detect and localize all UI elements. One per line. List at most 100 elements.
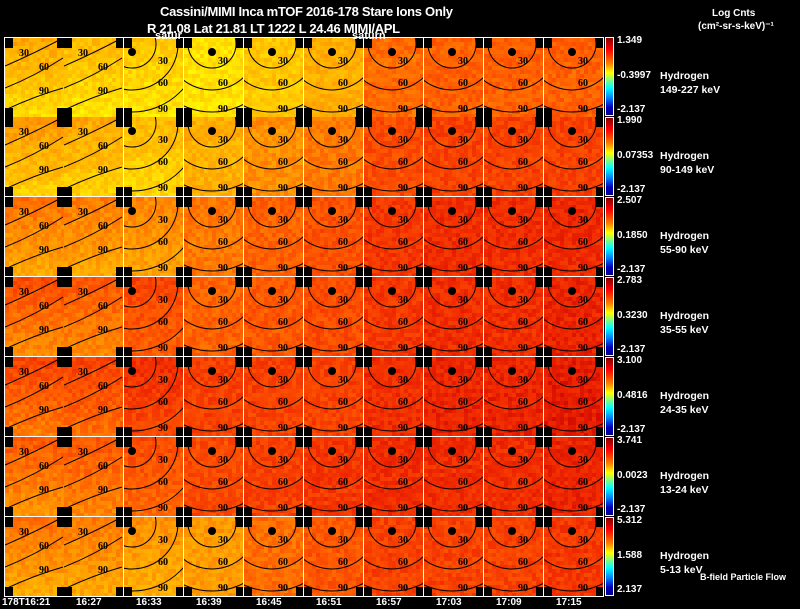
image-panel: 30 60 90 [364,277,424,357]
colorbar-max-label: 1.349 [617,35,642,46]
contour-label: 30 [278,535,288,546]
contour-label: 30 [338,56,348,67]
contour-label: 90 [458,263,468,274]
contour-label: 60 [398,78,408,89]
contour-label: 60 [98,301,108,312]
colorbar [605,517,614,596]
contour-label: 60 [158,317,168,328]
contour-label: 90 [158,423,168,434]
contour-label: 90 [39,86,49,97]
image-panel: 30 60 90 [544,117,604,197]
saturn-marker [268,207,276,215]
contour-label: 30 [458,375,468,386]
colorbar-mid-label: 1.588 [617,550,642,561]
contour-label: 90 [518,104,528,115]
colorbar-min-label: -2.137 [617,104,645,115]
time-tick-label: 16:33 [136,597,162,608]
contour-label: 90 [578,263,588,274]
saturn-marker [388,367,396,375]
contour-label: 60 [338,317,348,328]
contour-label: 60 [398,557,408,568]
contour-label: 60 [338,557,348,568]
contour-label: 30 [19,287,29,298]
colorbar [605,437,614,516]
image-panel: 30 60 90 [304,437,364,517]
contour-label: 30 [578,535,588,546]
colorbar-mid-label: -0.3997 [617,70,651,81]
contour-label: 30 [338,535,348,546]
contour-label: 30 [19,367,29,378]
saturn-marker [208,207,216,215]
contour-label: 90 [578,503,588,514]
contour-label: 90 [398,263,408,274]
image-panel: 30 60 90 [124,437,184,517]
image-panel: 30 60 90 [544,357,604,437]
contour-label: 90 [39,485,49,496]
image-panel: 30 60 90 [364,197,424,277]
saturn-marker [268,527,276,535]
species-label: Hydrogen [660,309,709,323]
image-panel: 30 60 90 [64,517,124,597]
colorbar-max-label: 5.312 [617,515,642,526]
saturn-marker [208,287,216,295]
contour-label: 60 [39,541,49,552]
contour-label: 90 [518,263,528,274]
contour-label: 90 [39,325,49,336]
contour-label: 60 [98,381,108,392]
contour-label: 60 [218,317,228,328]
contour-label: 60 [158,237,168,248]
image-panel: 30 60 90 [424,197,484,277]
contour-label: 60 [39,141,49,152]
contour-label: 30 [458,215,468,226]
image-panel: 30 60 90 [424,437,484,517]
contour-label: 90 [338,263,348,274]
saturn-marker [568,48,576,56]
saturn-marker [128,367,136,375]
image-panel: 30 60 90 [124,357,184,437]
image-panel: 30 60 90 [364,357,424,437]
contour-label: 90 [518,183,528,194]
contour-label: 60 [458,557,468,568]
contour-label: 30 [158,535,168,546]
saturn-marker [448,527,456,535]
contour-label: 60 [98,221,108,232]
saturn-marker [268,287,276,295]
contour-label: 30 [278,295,288,306]
energy-range-label: 5-13 keV [660,563,703,577]
contour-label: 30 [518,295,528,306]
contour-label: 90 [578,343,588,354]
saturn-marker [268,447,276,455]
image-panel: 30 60 90 [424,37,484,118]
contour-label: 60 [218,557,228,568]
time-tick-label: 17:15 [556,597,582,608]
image-panel: 30 60 90 [244,197,304,277]
contour-label: 30 [218,135,228,146]
saturn-marker [328,287,336,295]
contour-label: 60 [458,237,468,248]
contour-label: 90 [98,86,108,97]
contour-label: 60 [398,157,408,168]
image-panel: 30 60 90 [184,517,244,597]
image-panel: 30 60 90 [64,357,124,437]
contour-label: 90 [398,583,408,594]
contour-label: 30 [158,56,168,67]
saturn-marker [508,527,516,535]
contour-label: 90 [278,263,288,274]
image-panel: 30 60 90 [124,517,184,597]
contour-label: 90 [218,503,228,514]
saturn-marker [448,367,456,375]
contour-label: 30 [78,127,88,138]
contour-label: 60 [278,317,288,328]
saturn-marker [328,447,336,455]
image-panel: 30 60 90 [124,277,184,357]
image-panel: 30 60 90 [4,277,65,357]
saturn-marker [128,207,136,215]
contour-label: 90 [39,165,49,176]
image-panel: 30 60 90 [424,117,484,197]
saturn-marker [568,527,576,535]
saturn-marker [128,527,136,535]
contour-label: 30 [218,535,228,546]
saturn-marker [328,48,336,56]
bfield-flow-label: B-field Particle Flow [700,572,786,582]
contour-label: 60 [218,477,228,488]
